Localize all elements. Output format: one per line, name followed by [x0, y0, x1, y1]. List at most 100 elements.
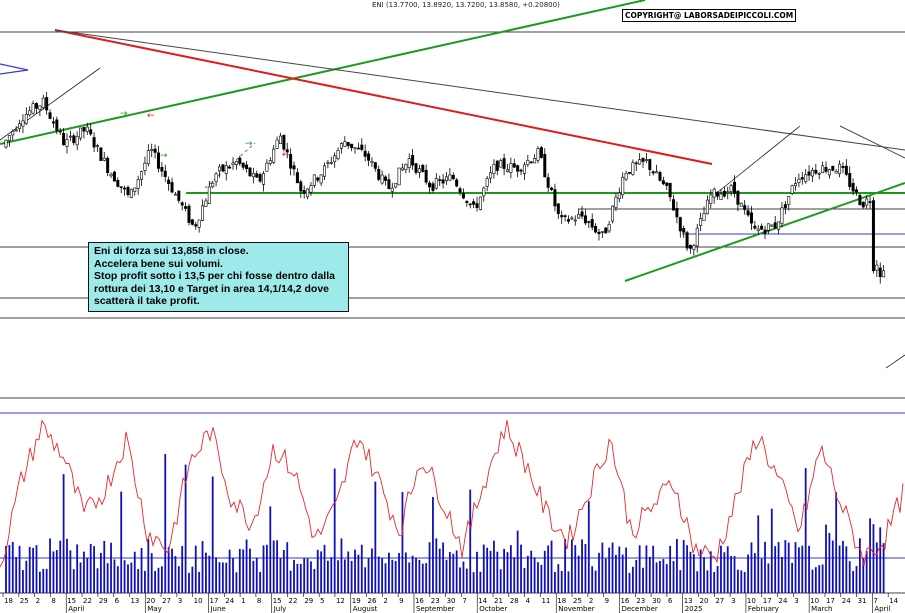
candle-body	[272, 148, 276, 163]
candle-body	[834, 171, 838, 174]
volume-bar	[659, 560, 661, 593]
x-tick-label: 13	[684, 597, 693, 605]
volume-bar	[371, 548, 373, 593]
x-tick-label: 15	[67, 597, 76, 605]
volume-bar	[730, 555, 733, 593]
candle-body	[316, 177, 320, 181]
volume-bar	[127, 564, 129, 593]
candle-body	[814, 169, 818, 174]
trendline-grey	[54, 29, 905, 151]
volume-bar	[479, 571, 482, 593]
candle-body	[871, 200, 875, 272]
x-tick-label: 2	[589, 597, 593, 605]
candle-body	[177, 190, 181, 201]
candle-body	[7, 135, 11, 141]
volume-bar	[188, 572, 190, 593]
candle-body	[634, 162, 638, 165]
candle-body	[21, 120, 25, 127]
volume-bar	[296, 563, 299, 593]
x-tick-label: 22	[289, 597, 298, 605]
candle-body	[140, 171, 144, 180]
x-tick-label: 28	[510, 597, 519, 605]
volume-bar	[835, 492, 838, 593]
candle-body	[841, 166, 845, 168]
volume-bar	[831, 540, 834, 593]
candle-body	[126, 187, 130, 195]
volume-bar	[696, 571, 699, 593]
volume-bar	[62, 474, 65, 593]
volume-bar	[228, 549, 231, 593]
candle-body	[18, 123, 22, 129]
volume-bar	[509, 545, 512, 593]
month-label: September	[416, 605, 455, 613]
candle-body	[75, 136, 79, 146]
month-label: April	[874, 605, 890, 613]
candle-body	[214, 173, 218, 182]
candle-body	[560, 215, 564, 218]
volume-bar	[374, 481, 377, 593]
volume-bar	[486, 547, 489, 593]
x-tick-label: 3	[731, 597, 735, 605]
volume-bar	[503, 548, 506, 593]
candle-body	[153, 148, 157, 153]
month-label: October	[479, 605, 507, 613]
candle-body	[495, 160, 499, 171]
volume-bar	[720, 545, 722, 593]
candle-body	[333, 155, 337, 162]
volume-bar	[767, 563, 770, 593]
volume-bar	[838, 545, 841, 593]
volume-bar	[83, 551, 85, 593]
volume-bar	[384, 563, 387, 593]
month-label: November	[558, 605, 595, 613]
volume-bar	[103, 540, 106, 593]
candle-body	[265, 162, 269, 172]
candle-body	[51, 121, 55, 124]
x-tick-label: 8	[51, 597, 55, 605]
candle-body	[736, 190, 740, 205]
candle-body	[783, 204, 787, 209]
volume-bar	[825, 524, 827, 593]
candle-body	[231, 162, 235, 165]
volume-bar	[584, 543, 587, 593]
volume-bar	[255, 557, 258, 593]
volume-bar	[279, 558, 282, 593]
volume-bar	[692, 554, 695, 593]
candle-body	[143, 162, 147, 171]
candle-body	[180, 202, 184, 206]
volume-bar	[113, 559, 116, 593]
volume-bar	[777, 542, 780, 593]
candle-body	[699, 218, 703, 226]
volume-bar	[560, 570, 563, 593]
volume-bar	[299, 563, 302, 593]
candle-body	[624, 172, 628, 180]
volume-bar	[272, 540, 275, 593]
candle-body	[587, 221, 591, 223]
candle-body	[234, 161, 238, 165]
candle-body	[655, 171, 659, 174]
volume-bar	[38, 571, 41, 593]
volume-bar	[611, 542, 614, 593]
volume-bar	[598, 552, 600, 593]
volume-bar	[421, 563, 424, 593]
volume-bar	[733, 556, 736, 593]
x-tick-label: 23	[636, 597, 645, 605]
candle-body	[712, 188, 716, 198]
candle-body	[729, 185, 733, 192]
volume-bar	[601, 542, 604, 593]
volume-bar	[232, 557, 234, 593]
candle-body	[170, 182, 174, 193]
candle-body	[665, 182, 669, 186]
volume-bar	[872, 524, 875, 593]
volume-bar	[89, 543, 92, 593]
volume-bar	[476, 551, 478, 593]
volume-bar	[465, 568, 468, 593]
candle-body	[838, 163, 842, 174]
candle-body	[499, 160, 503, 168]
volume-bar	[15, 557, 18, 593]
x-tick-label: 24	[842, 597, 851, 605]
candle-body	[502, 158, 506, 169]
month-label: May	[147, 605, 161, 613]
candle-body	[804, 174, 808, 183]
candle-body	[478, 196, 482, 210]
volume-bar	[160, 566, 163, 593]
